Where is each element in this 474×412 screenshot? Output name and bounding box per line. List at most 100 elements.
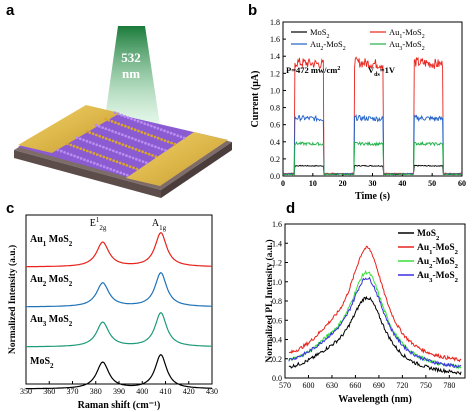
nanoparticle	[169, 131, 173, 135]
y-axis-label: Normalized Intensity (a.u.)	[7, 245, 18, 354]
nanoparticle	[104, 127, 108, 131]
x-tick-label: 30	[369, 179, 377, 188]
nanoparticle	[112, 159, 116, 163]
nanoparticle	[59, 149, 63, 153]
nanoparticle	[114, 131, 118, 134]
nanoparticle	[128, 155, 132, 159]
nanoparticle	[86, 159, 90, 163]
y-tick-label: 1.4	[272, 239, 282, 248]
nanoparticle	[63, 151, 66, 154]
nanoparticle	[102, 155, 106, 159]
peak-label-a1g: A1g	[152, 218, 167, 232]
series-line	[288, 276, 462, 369]
x-tick-label: 570	[279, 381, 291, 390]
nanoparticle	[133, 128, 137, 132]
series-line	[288, 295, 462, 376]
nanoparticle	[102, 145, 105, 149]
nanoparticle	[130, 137, 134, 140]
nanoparticle	[109, 167, 113, 171]
nanoparticle	[79, 147, 83, 151]
nanoparticle	[92, 152, 96, 155]
x-tick-label: 660	[349, 381, 361, 390]
nanoparticle	[136, 119, 140, 123]
nanoparticle	[118, 142, 121, 145]
nanoparticle	[151, 154, 154, 157]
annotation-power: P=472 mw/cm2	[286, 65, 340, 75]
x-tick-label: 380	[90, 387, 102, 396]
nanoparticle	[166, 140, 170, 144]
y-tick-label: 0.0	[272, 374, 282, 383]
legend-label: Au1-MoS2	[389, 27, 425, 40]
y-tick-label: 1.4	[270, 52, 280, 61]
left-electrode	[18, 105, 120, 153]
nanoparticle	[69, 143, 73, 147]
nanoparticle	[76, 155, 80, 159]
x-tick-label: 750	[420, 381, 432, 390]
nanoparticle	[120, 123, 124, 127]
nanoparticle	[135, 157, 138, 161]
nanoparticle	[156, 136, 160, 140]
sample-label: Au3 MoS2	[30, 314, 73, 328]
series-line	[26, 231, 212, 268]
nanoparticle	[121, 143, 125, 147]
y-tick-label: 1.2	[270, 69, 280, 78]
nanoparticle	[130, 117, 133, 121]
nanoparticle	[141, 150, 145, 154]
nanoparticle	[122, 172, 126, 176]
nanoparticle	[82, 138, 85, 142]
nanoparticle	[116, 170, 119, 174]
nanoparticle	[137, 139, 141, 143]
nanoparticle	[146, 123, 150, 127]
nanoparticle	[117, 132, 121, 136]
nanoparticle	[143, 132, 147, 135]
nanoparticle	[115, 160, 119, 164]
nanoparticle	[134, 148, 138, 151]
nanoparticle	[94, 123, 98, 127]
nanoparticle	[104, 117, 107, 121]
nanoparticle	[156, 126, 160, 130]
nanoparticle	[95, 133, 98, 137]
nanoparticle	[72, 144, 76, 148]
nanoparticle	[106, 166, 109, 170]
peak-label-e2g: E12g	[90, 216, 107, 232]
nanoparticle	[104, 137, 108, 141]
nanoparticle	[147, 152, 151, 156]
nanoparticle	[89, 160, 93, 164]
nanoparticle	[91, 132, 95, 136]
legend-label: MoS2	[310, 27, 330, 40]
x-tick-label: 50	[428, 179, 436, 188]
nanoparticle	[134, 138, 138, 142]
y-axis-label: Current (μA)	[250, 71, 261, 128]
nanoparticle	[88, 141, 92, 144]
series-line	[26, 271, 212, 308]
legend-label: Au1-MoS2	[417, 243, 459, 256]
nanoparticle	[154, 145, 157, 149]
nanoparticle	[128, 165, 132, 169]
laser-label-line1: 532	[121, 50, 141, 65]
nanoparticle	[147, 133, 150, 137]
x-tick-label: 370	[67, 387, 79, 396]
nanoparticle	[127, 145, 131, 149]
nanoparticle	[179, 135, 183, 139]
nanoparticle	[124, 144, 128, 148]
nanoparticle	[99, 164, 103, 168]
x-tick-label: 630	[326, 381, 338, 390]
nanoparticle	[127, 135, 131, 139]
x-tick-label: 60	[458, 179, 466, 188]
nanoparticle	[113, 111, 117, 115]
nanoparticle	[125, 154, 128, 158]
nanoparticle	[149, 124, 153, 128]
nanoparticle	[114, 140, 118, 144]
x-tick-label: 420	[183, 387, 195, 396]
nanoparticle	[137, 149, 141, 153]
nanoparticle	[140, 140, 144, 144]
y-tick-label: 0.2	[272, 355, 282, 364]
nanoparticle	[111, 149, 115, 153]
x-tick-label: 350	[20, 387, 32, 396]
series-line	[282, 164, 463, 176]
annotation-vds: Vds=1V	[368, 65, 396, 78]
series-line	[288, 245, 462, 363]
nanoparticle	[101, 136, 105, 139]
nanoparticle	[150, 134, 154, 138]
